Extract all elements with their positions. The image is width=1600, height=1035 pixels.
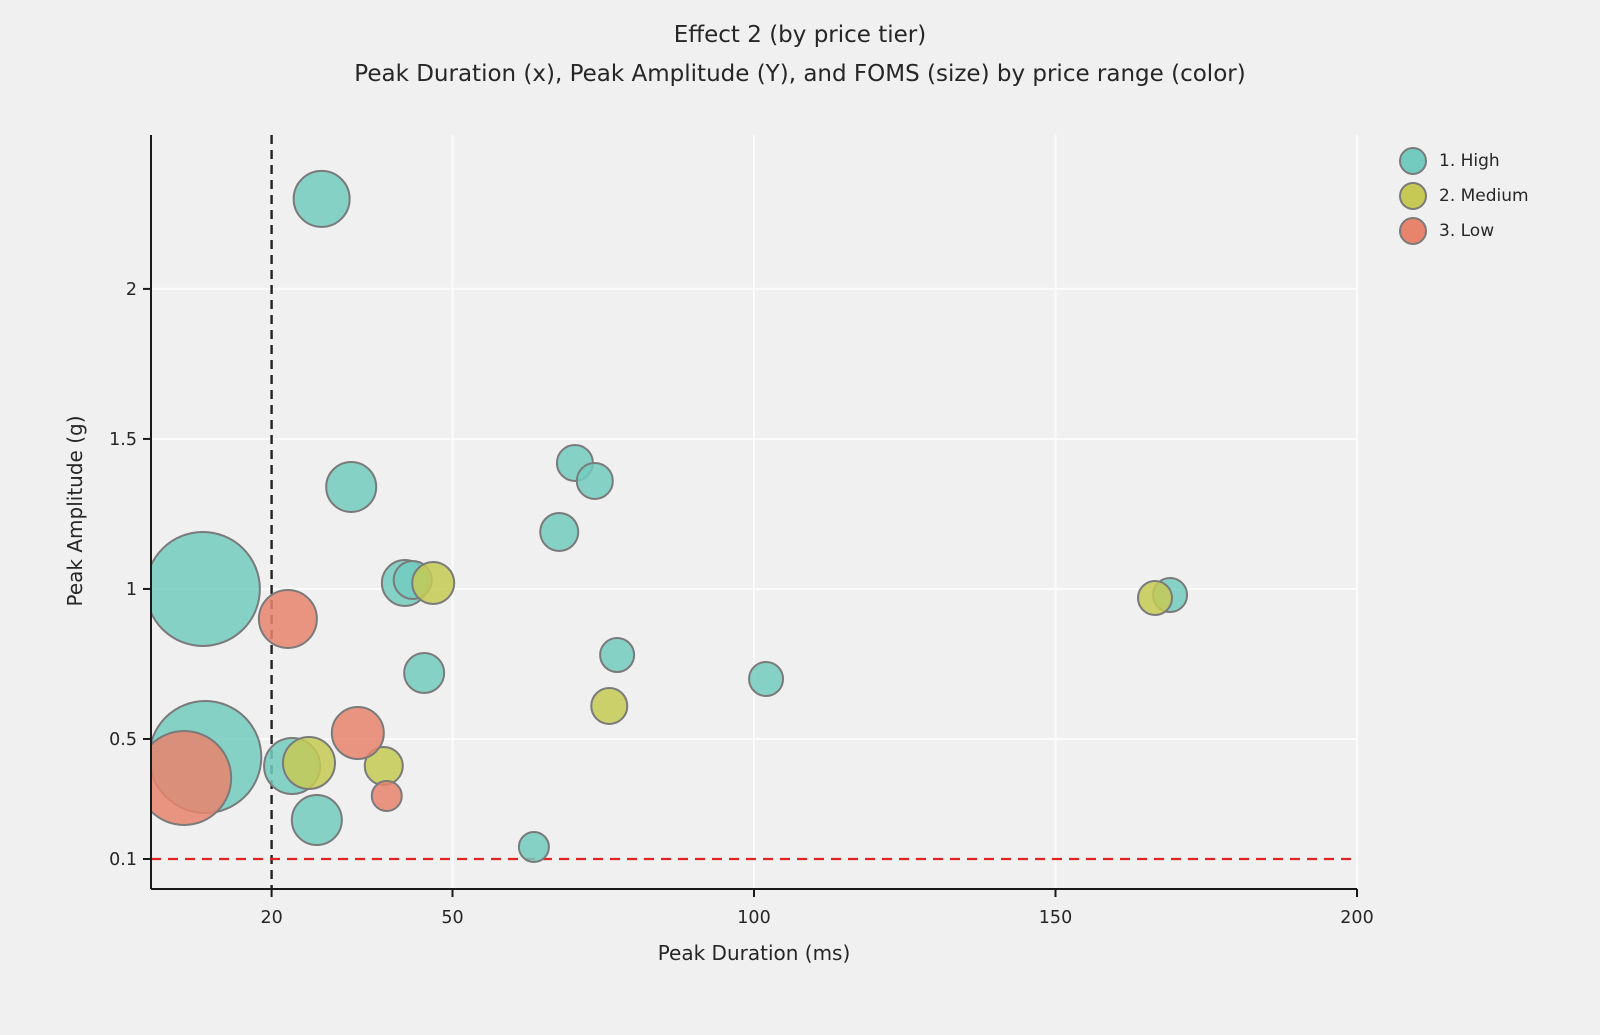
bubble-medium [281, 735, 336, 790]
x-tick-label: 100 [737, 908, 770, 928]
y-tick-label: 0.5 [109, 730, 137, 750]
legend-item-medium: 2. Medium [1399, 181, 1529, 211]
y-tick-label: 1.5 [109, 430, 137, 450]
bubble-high [517, 830, 550, 863]
y-tick-label: 0.1 [109, 850, 137, 870]
bubble-medium [590, 686, 629, 725]
bubble-low [330, 705, 385, 760]
y-tick-label: 2 [126, 280, 137, 300]
x-tick-label: 20 [260, 908, 282, 928]
y-tick-label: 1 [126, 580, 137, 600]
legend-item-high: 1. High [1399, 146, 1529, 176]
bubble-low [370, 779, 403, 812]
bubble-high [599, 636, 636, 673]
bubble-high [575, 461, 614, 500]
bubble-high [325, 460, 378, 513]
bubble-high [403, 651, 446, 694]
legend-label-high: 1. High [1439, 151, 1500, 171]
legend-label-low: 3. Low [1439, 221, 1495, 241]
legend: 1. High 2. Medium 3. Low [1399, 146, 1529, 246]
bubble-high [539, 511, 580, 552]
x-tick-label: 50 [441, 908, 463, 928]
x-axis-label: Peak Duration (ms) [657, 941, 851, 965]
bubbles-layer [150, 169, 1189, 863]
y-axis-label: Peak Amplitude (g) [63, 415, 87, 607]
bubble-high [150, 530, 261, 647]
bubble-low [150, 729, 233, 826]
bubble-low [257, 588, 318, 649]
bubble-high [292, 169, 351, 228]
legend-swatch-high-icon [1399, 147, 1427, 175]
legend-swatch-low-icon [1399, 217, 1427, 245]
bubble-high [290, 793, 343, 846]
x-tick-label: 200 [1340, 908, 1373, 928]
legend-label-medium: 2. Medium [1439, 186, 1529, 206]
bubble-medium [411, 560, 456, 605]
chart-subtitle: Peak Duration (x), Peak Amplitude (Y), a… [354, 61, 1246, 87]
legend-item-low: 3. Low [1399, 216, 1529, 246]
bubble-medium [1136, 579, 1173, 616]
legend-swatch-medium-icon [1399, 182, 1427, 210]
x-tick-label: 150 [1039, 908, 1072, 928]
bubble-high [748, 660, 785, 697]
chart-title: Effect 2 (by price tier) [673, 22, 927, 48]
